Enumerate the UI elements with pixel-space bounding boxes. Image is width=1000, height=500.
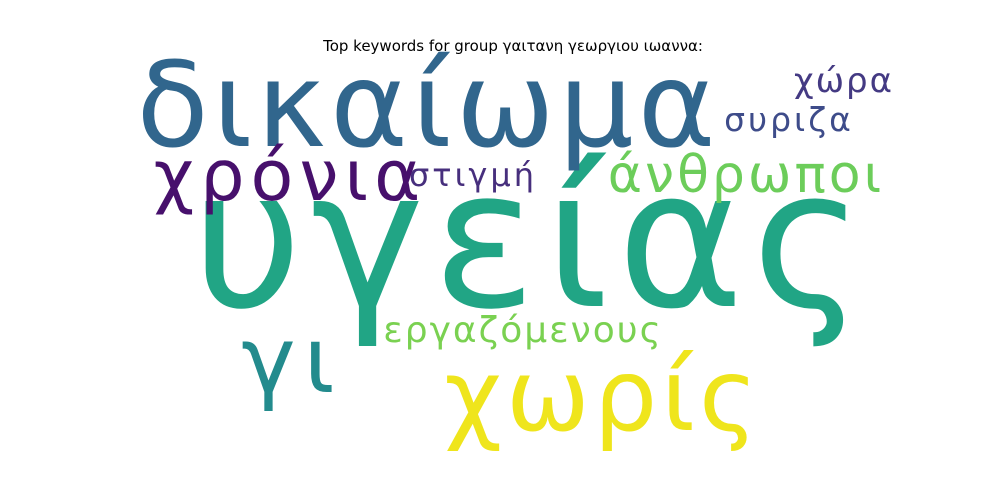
cloud-word: χώρα bbox=[794, 61, 894, 101]
cloud-word: χρόνια bbox=[154, 135, 427, 217]
cloud-word: δικαίωμα bbox=[136, 36, 719, 174]
cloud-word: συριζα bbox=[724, 100, 854, 139]
chart-title: Top keywords for group γαιτανη γεωργιου … bbox=[323, 37, 703, 55]
cloud-word: χωρίς bbox=[444, 337, 762, 454]
cloud-word: στιγμή bbox=[409, 156, 537, 194]
cloud-word: υγείας bbox=[192, 129, 873, 352]
cloud-word: άνθρωποι bbox=[608, 145, 884, 205]
cloud-word: γι bbox=[241, 307, 343, 414]
cloud-word: εργαζόμενους bbox=[383, 310, 662, 351]
